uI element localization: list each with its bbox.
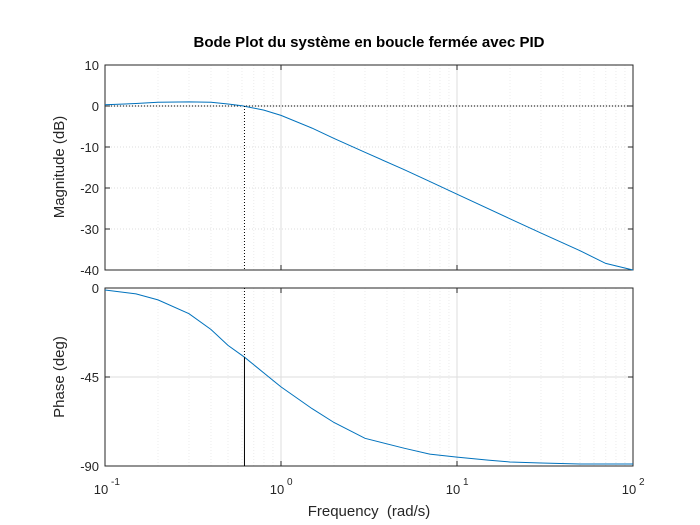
phase-series xyxy=(104,288,633,466)
phase-tick-label: 0 xyxy=(92,281,99,296)
magnitude-tick-label: 0 xyxy=(92,99,99,114)
phase-grid xyxy=(105,288,633,466)
magnitude-curve xyxy=(104,101,634,271)
frequency-ticks: 10 -1 10 0 10 1 10 2 xyxy=(94,65,645,497)
frequency-tick-label: 10 xyxy=(446,482,460,497)
magnitude-grid xyxy=(105,65,633,270)
magnitude-tick-label: -10 xyxy=(80,140,99,155)
phase-ylabel: Phase (deg) xyxy=(51,336,68,418)
magnitude-tick-label: -20 xyxy=(80,181,99,196)
chart-title: Bode Plot du système en boucle fermée av… xyxy=(194,34,545,51)
frequency-xlabel: Frequency (rad/s) xyxy=(308,503,431,520)
frequency-tick-label: 10 xyxy=(622,482,636,497)
phase-curve xyxy=(104,289,633,465)
frequency-tick-label: 10 xyxy=(94,482,108,497)
frequency-tick-exponent: -1 xyxy=(111,477,120,488)
magnitude-ylabel: Magnitude (dB) xyxy=(51,116,68,219)
frequency-tick-exponent: 0 xyxy=(287,477,293,488)
phase-ticks: 0 -45 -90 xyxy=(80,281,633,474)
magnitude-series xyxy=(104,101,634,271)
frequency-tick-exponent: 1 xyxy=(463,477,469,488)
frequency-tick-label: 10 xyxy=(270,482,284,497)
magnitude-tick-label: -40 xyxy=(80,263,99,278)
magnitude-tick-label: -30 xyxy=(80,222,99,237)
magnitude-tick-label: 10 xyxy=(85,58,99,73)
phase-tick-label: -90 xyxy=(80,459,99,474)
frequency-tick-exponent: 2 xyxy=(639,477,645,488)
magnitude-ticks: 10 0 -10 -20 -30 -40 xyxy=(80,58,633,278)
magnitude-axes-box xyxy=(104,64,634,271)
phase-tick-label: -45 xyxy=(80,370,99,385)
